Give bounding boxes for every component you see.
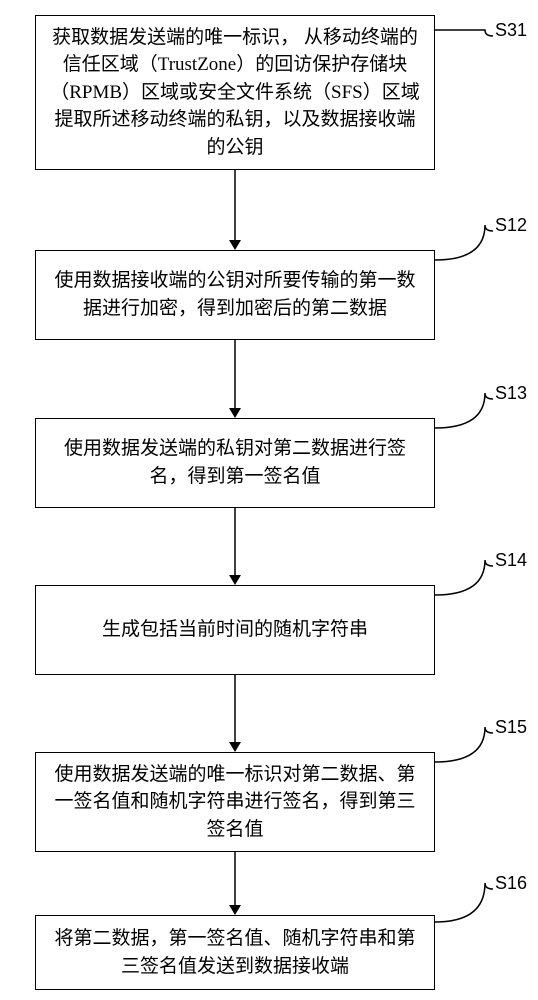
connector-arrow xyxy=(220,508,250,585)
flow-node-s16: 将第二数据，第一签名值、随机字符串和第三签名值发送到数据接收端 xyxy=(35,915,435,990)
connector-arrow xyxy=(220,170,250,250)
leader-line xyxy=(430,878,498,927)
step-label-s15: S15 xyxy=(495,717,527,738)
flowchart-container: 获取数据发送端的唯一标识， 从移动终端的信任区域（TrustZone）的回访保护… xyxy=(0,0,538,1000)
flow-node-s15: 使用数据发送端的唯一标识对第二数据、第一签名值和随机字符串进行签名，得到第三签名… xyxy=(35,752,435,852)
step-label-s14: S14 xyxy=(495,550,527,571)
flow-node-text: 生成包括当前时间的随机字符串 xyxy=(102,616,368,644)
leader-line xyxy=(430,25,498,41)
flow-node-text: 将第二数据，第一签名值、随机字符串和第三签名值发送到数据接收端 xyxy=(50,925,420,980)
flow-node-text: 使用数据发送端的私钥对第二数据进行签名，得到第一签名值 xyxy=(50,435,420,490)
step-label-s31: S31 xyxy=(495,20,527,41)
connector-arrow xyxy=(220,340,250,418)
flow-node-s13: 使用数据发送端的私钥对第二数据进行签名，得到第一签名值 xyxy=(35,418,435,508)
leader-line xyxy=(430,388,498,433)
flow-node-s12: 使用数据接收端的公钥对所要传输的第一数据进行加密，得到加密后的第二数据 xyxy=(35,250,435,340)
step-label-s12: S12 xyxy=(495,215,527,236)
connector-arrow xyxy=(220,675,250,752)
leader-line xyxy=(430,220,498,265)
flow-node-text: 使用数据接收端的公钥对所要传输的第一数据进行加密，得到加密后的第二数据 xyxy=(50,267,420,322)
flow-node-s31: 获取数据发送端的唯一标识， 从移动终端的信任区域（TrustZone）的回访保护… xyxy=(35,15,435,170)
step-label-s16: S16 xyxy=(495,873,527,894)
flow-node-text: 使用数据发送端的唯一标识对第二数据、第一签名值和随机字符串进行签名，得到第三签名… xyxy=(50,761,420,844)
step-label-s13: S13 xyxy=(495,383,527,404)
connector-arrow xyxy=(220,852,250,915)
flow-node-text: 获取数据发送端的唯一标识， 从移动终端的信任区域（TrustZone）的回访保护… xyxy=(50,24,420,162)
leader-line xyxy=(430,555,498,600)
leader-line xyxy=(430,722,498,767)
flow-node-s14: 生成包括当前时间的随机字符串 xyxy=(35,585,435,675)
